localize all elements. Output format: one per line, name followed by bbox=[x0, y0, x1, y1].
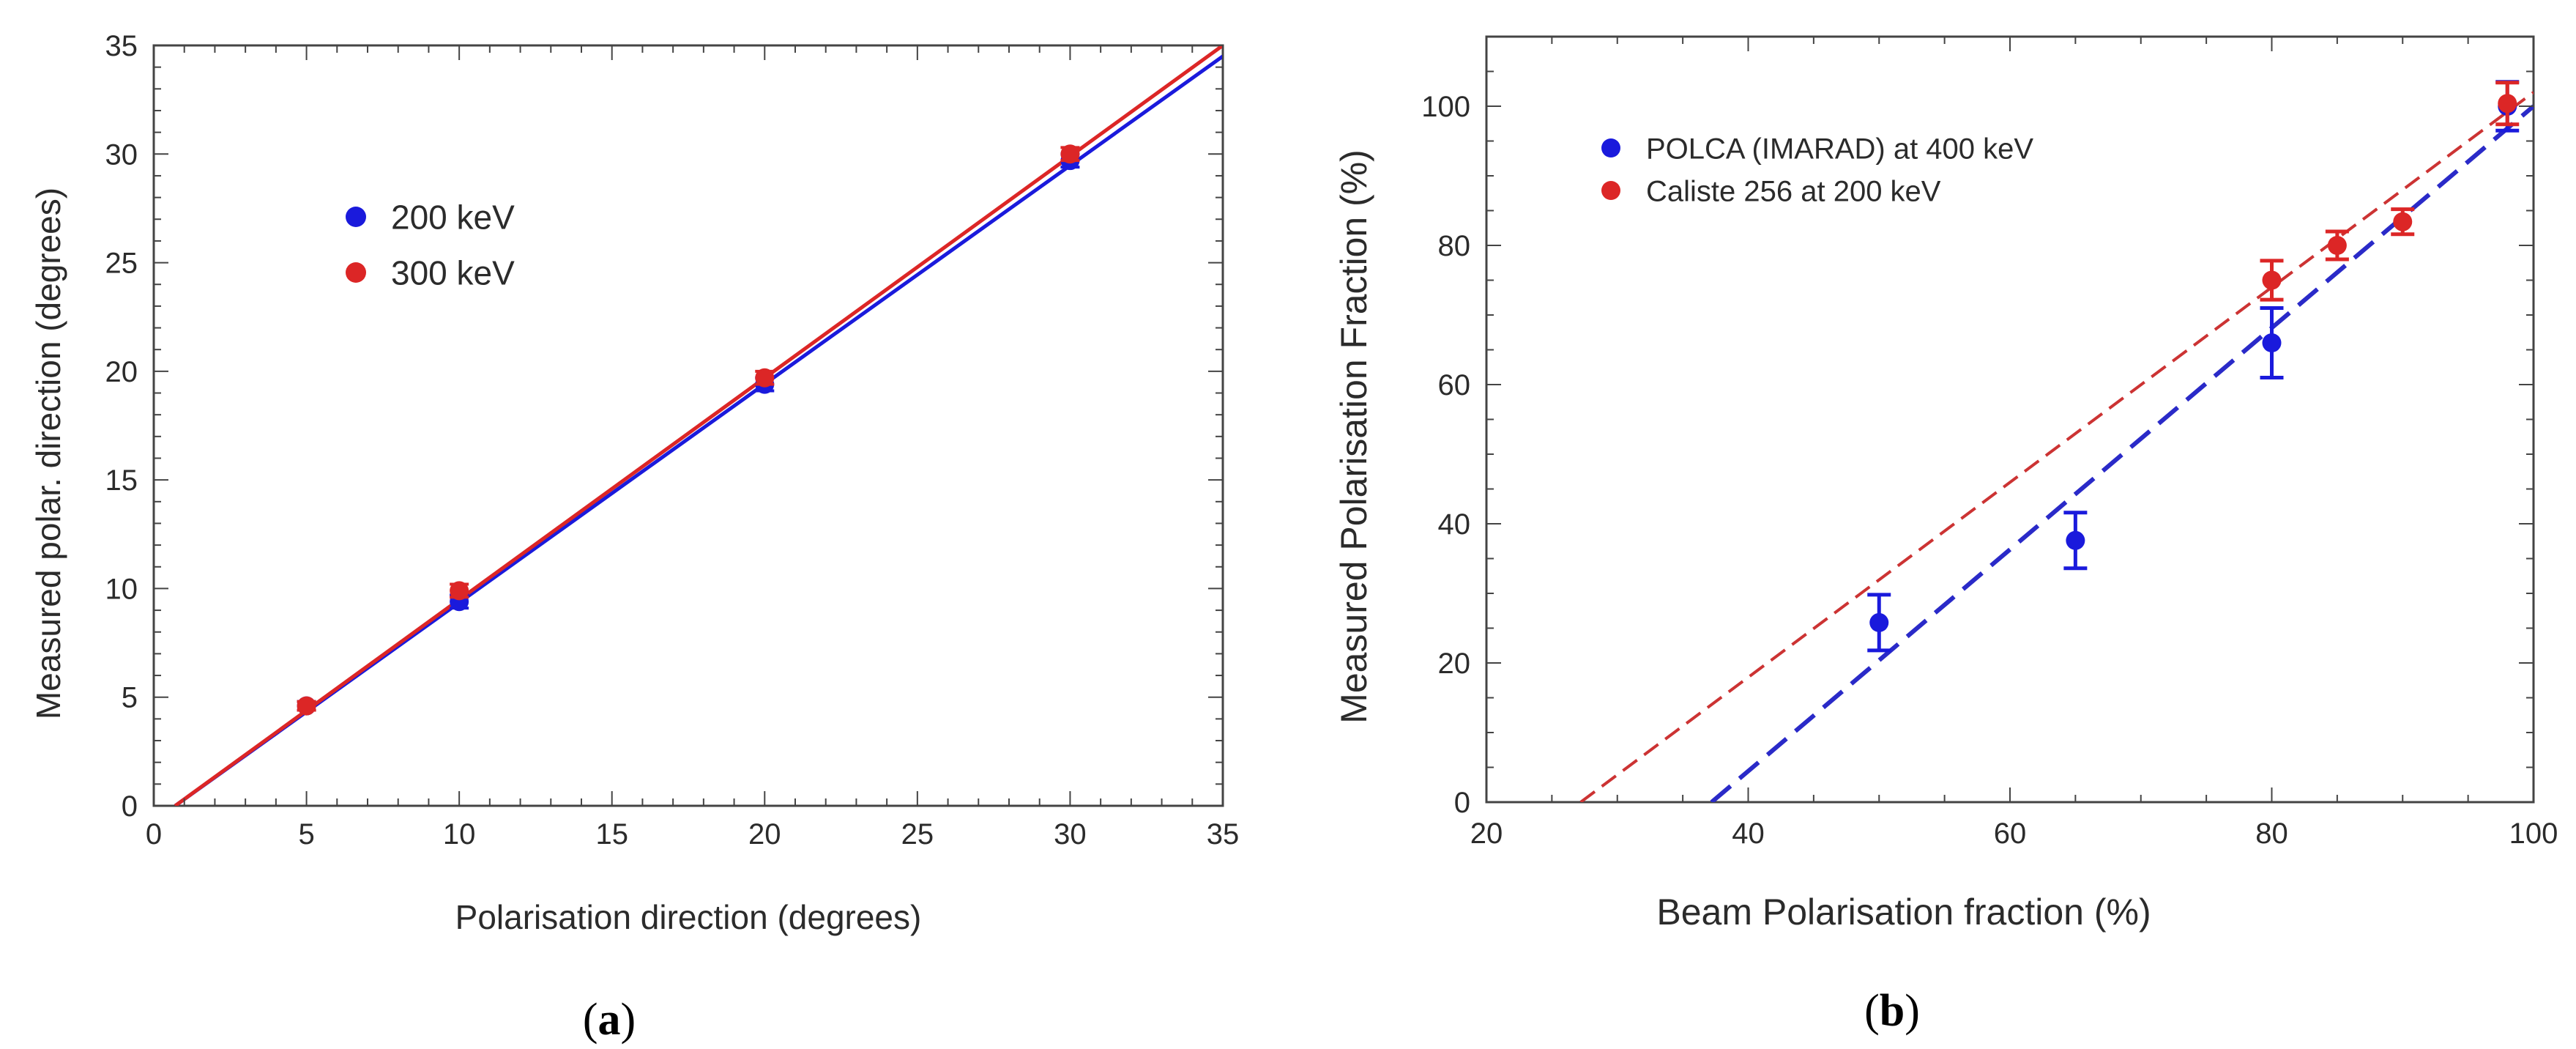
panel-a-data-point-red bbox=[1060, 144, 1080, 164]
panel-b-fit-line-red bbox=[1579, 91, 2534, 802]
panel-b-x-tick-label: 40 bbox=[1732, 818, 1765, 850]
panel-a-y-tick-label: 10 bbox=[105, 573, 138, 605]
panel-b-data-point-blue bbox=[2066, 530, 2085, 550]
panel-b-legend-label: Caliste 256 at 200 keV bbox=[1646, 175, 1941, 207]
panel-b-data-point-blue bbox=[1869, 612, 1889, 632]
panel-a-axes: 0 5 10 15 20 25 30 35 0 5 10 15 20 25 30 35 bbox=[105, 30, 1240, 850]
panel-a-y-tick-label: 35 bbox=[105, 30, 138, 62]
panel-b-caption: (b) bbox=[1864, 986, 1920, 1036]
panel-b-data-points bbox=[1867, 80, 2520, 653]
panel-a-y-tick-label: 30 bbox=[105, 138, 138, 171]
panel-b-y-tick-label: 40 bbox=[1438, 508, 1471, 541]
panel-a-y-tick-label: 15 bbox=[105, 464, 138, 497]
panel-a-x-tick-label: 20 bbox=[748, 818, 781, 850]
panel-a-data-point-red bbox=[297, 696, 316, 716]
panel-a-caption-letter: a bbox=[598, 995, 621, 1045]
panel-a-y-tick-label: 5 bbox=[122, 682, 138, 714]
panel-b-x-tick-label: 80 bbox=[2255, 818, 2288, 850]
panel-b-legend: POLCA (IMARAD) at 400 keV Caliste 256 at … bbox=[1601, 133, 2033, 207]
panel-b-data-point-blue bbox=[2262, 333, 2282, 352]
panel-a-x-tick-label: 15 bbox=[595, 818, 628, 850]
panel-a-legend-label: 200 keV bbox=[391, 199, 515, 237]
panel-a-y-tick-label: 25 bbox=[105, 248, 138, 280]
panel-a-caption: (a) bbox=[583, 995, 636, 1045]
panel-b-y-tick-label: 100 bbox=[1421, 91, 1470, 123]
panel-b-x-tick-label: 60 bbox=[1994, 818, 2027, 850]
panel-b-data-point-red bbox=[2262, 270, 2282, 290]
panel-a-data-point-red bbox=[755, 368, 775, 388]
panel-b-data-point-red bbox=[2393, 212, 2413, 231]
panel-b-y-tick-label: 20 bbox=[1438, 648, 1471, 680]
panel-a-x-tick-label: 0 bbox=[146, 818, 162, 850]
panel-a-x-tick-label: 25 bbox=[901, 818, 934, 850]
panel-a-data-point-red bbox=[450, 581, 469, 601]
panel-b-y-tick-label: 0 bbox=[1454, 787, 1470, 819]
panel-b-y-axis-label: Measured Polarisation Fraction (%) bbox=[1333, 149, 1374, 724]
panel-a-y-tick-label: 20 bbox=[105, 356, 138, 388]
panel-b-data-point-red bbox=[2327, 236, 2347, 255]
panel-a-legend-marker-blue bbox=[346, 207, 366, 227]
panel-a-x-tick-label: 5 bbox=[298, 818, 314, 850]
panel-a-y-tick-label: 0 bbox=[122, 790, 138, 823]
panel-b-legend-marker-red bbox=[1601, 181, 1620, 200]
panel-b-x-axis-label: Beam Polarisation fraction (%) bbox=[1656, 892, 2151, 933]
panel-a-legend-label: 300 keV bbox=[391, 254, 515, 292]
panel-a-y-axis-label: Measured polar. direction (degrees) bbox=[29, 188, 67, 719]
panel-a: 0 5 10 15 20 25 30 35 0 5 10 15 20 25 30 35 200 keV 300 … bbox=[29, 30, 1239, 1045]
panel-a-plot-area bbox=[152, 44, 1224, 807]
panel-b-x-tick-label: 100 bbox=[2509, 818, 2558, 850]
panel-a-x-tick-label: 10 bbox=[443, 818, 476, 850]
panel-a-frame bbox=[152, 44, 1224, 807]
panel-a-x-tick-label: 35 bbox=[1207, 818, 1240, 850]
panel-b-legend-label: POLCA (IMARAD) at 400 keV bbox=[1646, 133, 2033, 165]
panel-b-data-point-red bbox=[2498, 94, 2517, 114]
panel-a-x-tick-label: 30 bbox=[1054, 818, 1087, 850]
panel-a-data-points bbox=[297, 144, 1080, 716]
panel-b-legend-marker-blue bbox=[1601, 138, 1620, 157]
panel-b-y-tick-label: 60 bbox=[1438, 369, 1471, 401]
panel-a-fit-lines bbox=[174, 45, 1223, 806]
panel-a-legend: 200 keV 300 keV bbox=[346, 199, 515, 292]
panel-a-fit-line-red bbox=[174, 45, 1223, 806]
panel-b-y-tick-label: 80 bbox=[1438, 230, 1471, 262]
panel-b-x-tick-label: 20 bbox=[1470, 818, 1503, 850]
panel-b-caption-letter: b bbox=[1880, 986, 1905, 1036]
panel-a-x-axis-label: Polarisation direction (degrees) bbox=[455, 898, 922, 936]
panel-a-legend-marker-red bbox=[346, 262, 366, 283]
